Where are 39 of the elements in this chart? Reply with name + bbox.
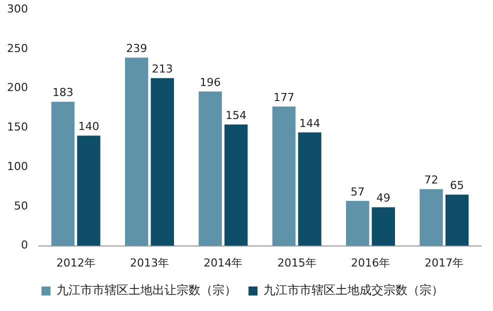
x-tick-label: 2017年 bbox=[424, 256, 464, 270]
x-tick-label: 2013年 bbox=[130, 256, 169, 270]
data-label: 154 bbox=[226, 108, 247, 122]
data-label: 196 bbox=[200, 76, 221, 89]
data-label: 213 bbox=[152, 62, 173, 76]
data-label: 65 bbox=[450, 178, 464, 192]
y-tick-label: 150 bbox=[6, 120, 28, 134]
data-label: 49 bbox=[376, 192, 390, 205]
x-tick-label: 2014年 bbox=[204, 256, 243, 270]
y-tick-label: 0 bbox=[20, 238, 28, 252]
data-label: 177 bbox=[273, 90, 294, 104]
bar bbox=[298, 132, 322, 246]
y-tick-label: 100 bbox=[6, 160, 28, 173]
bar bbox=[224, 124, 248, 246]
x-tick-label: 2015年 bbox=[277, 256, 316, 270]
data-label: 183 bbox=[52, 86, 74, 100]
x-tick-label: 2016年 bbox=[351, 256, 390, 270]
data-label: 140 bbox=[78, 120, 100, 133]
bar bbox=[420, 189, 443, 246]
bar bbox=[272, 106, 296, 246]
bar bbox=[51, 102, 75, 246]
bar bbox=[372, 207, 395, 246]
data-label: 239 bbox=[126, 42, 148, 55]
bar bbox=[198, 91, 222, 246]
bar bbox=[445, 194, 469, 246]
data-label: 57 bbox=[350, 185, 365, 198]
x-tick-label: 2012年 bbox=[56, 256, 96, 270]
y-tick-label: 300 bbox=[6, 2, 28, 16]
bar bbox=[77, 136, 100, 246]
y-tick-label: 250 bbox=[6, 42, 28, 55]
data-label: 72 bbox=[424, 173, 438, 186]
y-tick-label: 200 bbox=[6, 81, 28, 94]
legend-label: 九江市市辖区土地出让宗数（宗） bbox=[56, 283, 236, 298]
y-tick-label: 50 bbox=[14, 199, 28, 212]
legend-label: 九江市市辖区土地成交宗数（宗） bbox=[264, 283, 444, 298]
bar bbox=[150, 78, 174, 246]
data-label: 144 bbox=[299, 116, 320, 130]
bar bbox=[346, 200, 370, 246]
bar bbox=[125, 58, 148, 246]
